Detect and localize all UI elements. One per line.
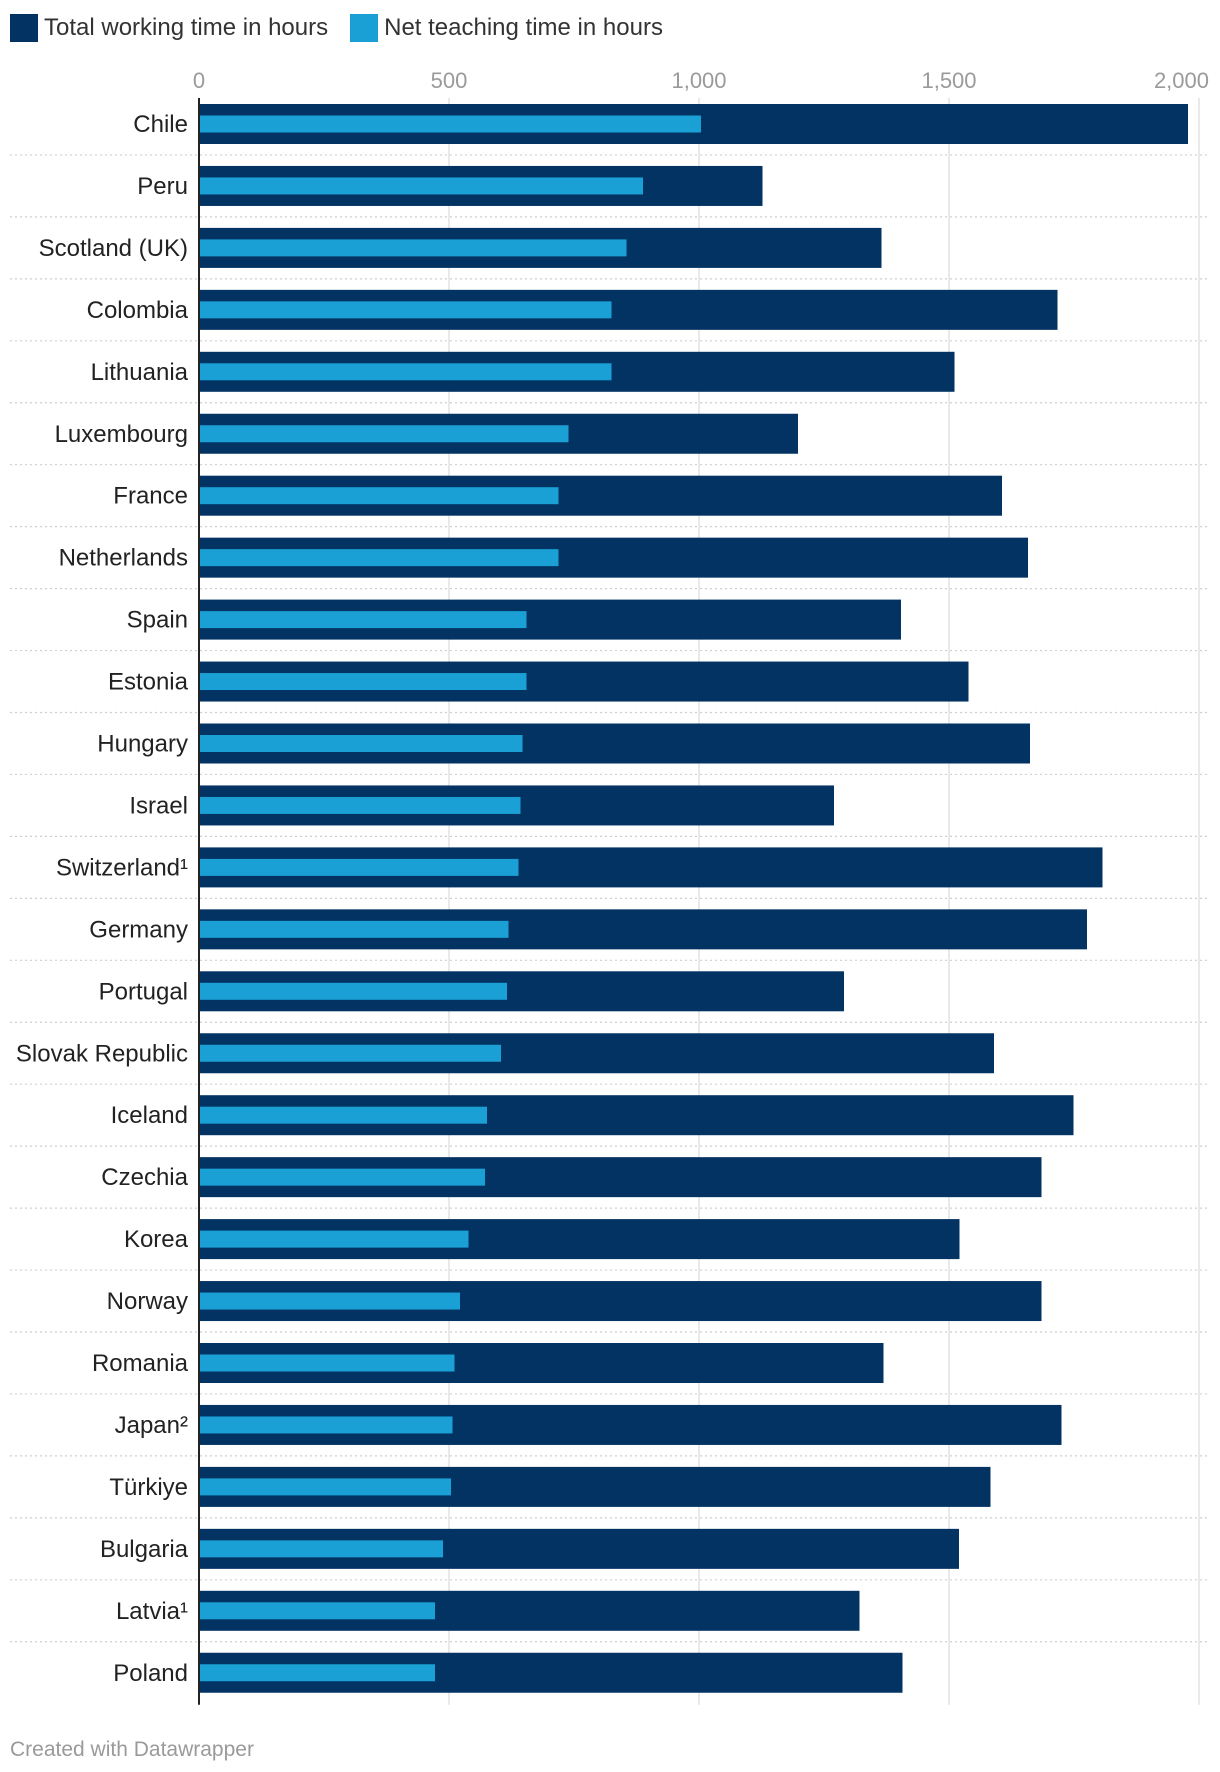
bar-net-teaching-1 [199,177,643,195]
bar-net-teaching-17 [199,1168,485,1186]
category-label: Scotland (UK) [39,235,188,262]
bar-net-teaching-11 [199,796,521,814]
bar-net-teaching-15 [199,1044,501,1062]
category-label: Lithuania [91,359,189,386]
bar-chart: 0 500 1,000 1,500 2,000 Chile Peru Scotland (UK… [10,68,1210,1705]
bar-net-teaching-23 [199,1540,443,1558]
category-label: Portugal [99,978,188,1005]
category-label: Slovak Republic [16,1040,188,1067]
bar-net-teaching-0 [199,115,701,133]
bar-net-teaching-25 [199,1664,435,1682]
x-tick-label-1500: 1,500 [921,68,976,93]
category-label: Korea [124,1226,189,1253]
legend-swatch-total [10,14,38,42]
category-label: Luxembourg [55,421,188,448]
bar-net-teaching-12 [199,858,519,876]
bar-net-teaching-20 [199,1354,455,1372]
category-label: Colombia [87,297,189,324]
x-tick-label-1000: 1,000 [671,68,726,93]
legend-item-total[interactable]: Total working time in hours [10,14,328,42]
bar-net-teaching-6 [199,487,559,505]
bar-net-teaching-22 [199,1478,451,1496]
legend-swatch-teaching [350,14,379,42]
x-tick-label-2000: 2,000 [1154,68,1209,93]
category-label: Norway [107,1288,188,1315]
category-label: Estonia [108,669,189,696]
bar-net-teaching-14 [199,982,507,1000]
category-label: Romania [92,1350,189,1377]
category-label: Bulgaria [100,1536,189,1563]
bar-net-teaching-9 [199,673,527,691]
category-label: Spain [127,607,188,634]
category-label: Czechia [101,1164,188,1191]
bar-net-teaching-19 [199,1292,460,1310]
category-label: Germany [89,916,188,943]
bar-net-teaching-4 [199,363,612,381]
category-label: Peru [137,173,188,200]
bar-net-teaching-7 [199,549,559,567]
category-label: Netherlands [59,545,188,572]
x-tick-label-500: 500 [431,68,468,93]
category-label: Israel [129,792,188,819]
category-label: Switzerland¹ [56,854,188,881]
bar-net-teaching-2 [199,239,627,257]
legend: Total working time in hours Net teaching… [10,12,685,44]
bar-net-teaching-5 [199,425,569,443]
category-label: Iceland [111,1102,188,1129]
bar-net-teaching-18 [199,1230,469,1248]
category-label: France [113,483,188,510]
category-label: Poland [113,1660,188,1687]
legend-item-teaching[interactable]: Net teaching time in hours [350,14,663,42]
x-tick-label-0: 0 [193,68,205,93]
bar-net-teaching-16 [199,1106,487,1124]
category-label: Chile [133,111,188,138]
legend-label-total: Total working time in hours [44,14,329,41]
bar-net-teaching-24 [199,1602,435,1620]
bar-net-teaching-21 [199,1416,453,1434]
bar-net-teaching-8 [199,611,527,629]
category-label: Latvia¹ [116,1598,188,1625]
category-label: Türkiye [109,1474,188,1501]
bar-net-teaching-13 [199,920,509,938]
bar-net-teaching-3 [199,301,612,319]
bar-net-teaching-10 [199,735,523,752]
footer-credit: Created with Datawrapper [10,1738,254,1761]
category-label: Japan² [115,1412,188,1439]
legend-label-teaching: Net teaching time in hours [384,14,663,41]
category-label: Hungary [97,731,188,758]
